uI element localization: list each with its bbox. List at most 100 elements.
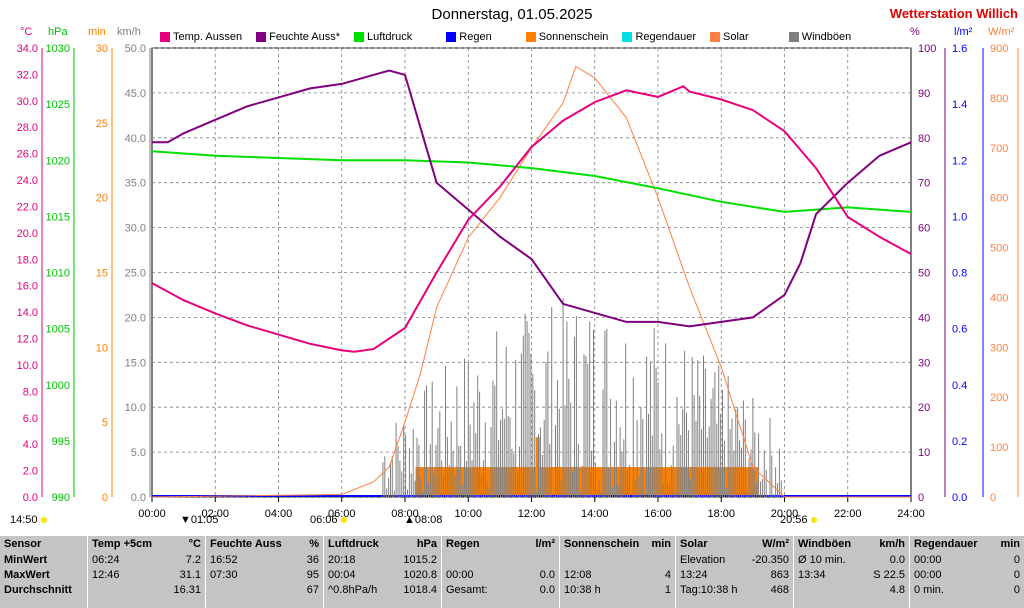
temp-tick: 10.0 bbox=[17, 360, 38, 372]
kmh-tick: 20.0 bbox=[125, 312, 146, 324]
temp-tick: 26.0 bbox=[17, 149, 38, 161]
time-tick-label: 02:00 bbox=[201, 508, 229, 520]
legend-label: Windböen bbox=[801, 31, 852, 43]
solar-tick: 900 bbox=[990, 43, 1008, 55]
temp-tick: 6.0 bbox=[23, 413, 38, 425]
unit-solar: W/m² bbox=[988, 26, 1015, 38]
solar-line bbox=[151, 65, 911, 498]
humidity-tick: 0 bbox=[918, 492, 924, 504]
legend-swatch bbox=[622, 32, 633, 42]
kmh-tick: 15.0 bbox=[125, 357, 146, 369]
min-tick: 0 bbox=[102, 492, 108, 504]
min-tick: 25 bbox=[96, 118, 108, 130]
pressure-line bbox=[151, 150, 912, 213]
legend-swatch bbox=[160, 32, 170, 42]
rain-tick: 1.6 bbox=[952, 43, 967, 55]
solar-tick: 0 bbox=[990, 492, 996, 504]
humidity-tick: 60 bbox=[918, 223, 930, 235]
unit-temp: °C bbox=[20, 26, 33, 38]
chart-title: Donnerstag, 01.05.2025 bbox=[431, 6, 593, 23]
legend-label: Regendauer bbox=[635, 31, 696, 43]
sunrise-time: 06:06 bbox=[310, 514, 347, 526]
legend-swatch bbox=[525, 32, 536, 42]
legend-swatch bbox=[256, 32, 267, 42]
solar-tick: 400 bbox=[990, 292, 1008, 304]
pressure-tick: 1020 bbox=[46, 155, 70, 167]
table-col-labels: Sensor MinWert MaxWert Durchschnitt bbox=[0, 536, 88, 608]
min-tick: 30 bbox=[96, 43, 108, 55]
sun-moon-row: 14:50 ▼01:05 06:06 ▲08:08 20:56 bbox=[0, 514, 1024, 530]
time-tick-label: 10:00 bbox=[454, 508, 482, 520]
rain-tick: 0.8 bbox=[952, 268, 967, 280]
time-tick-label: 24:00 bbox=[897, 508, 925, 520]
legend-label: Regen bbox=[459, 31, 492, 43]
unit-humidity: % bbox=[910, 26, 920, 38]
humidity-tick: 10 bbox=[918, 447, 930, 459]
min-tick: 20 bbox=[96, 193, 108, 205]
sun-icon bbox=[40, 517, 47, 524]
pressure-tick: 1015 bbox=[46, 211, 70, 223]
pressure-tick: 1000 bbox=[46, 380, 70, 392]
kmh-tick: 0.0 bbox=[131, 492, 146, 504]
rain-tick: 1.2 bbox=[952, 155, 967, 167]
unit-pressure: hPa bbox=[48, 26, 68, 38]
temp-tick: 24.0 bbox=[17, 175, 38, 187]
temp-tick: 22.0 bbox=[17, 201, 38, 213]
legend-swatch bbox=[788, 32, 799, 42]
time-tick-label: 06:00 bbox=[328, 508, 356, 520]
temp-tick: 28.0 bbox=[17, 122, 38, 134]
rain-tick: 0.6 bbox=[952, 324, 967, 336]
humidity-tick: 50 bbox=[918, 268, 930, 280]
summary-table: Sensor MinWert MaxWert Durchschnitt Temp… bbox=[0, 536, 1024, 608]
legend-item-humidity: Feuchte Auss* bbox=[256, 31, 340, 43]
solar-tick: 800 bbox=[990, 93, 1008, 105]
moon-time-1: ▼01:05 bbox=[180, 514, 219, 526]
gust-spikes bbox=[382, 298, 782, 497]
kmh-tick: 45.0 bbox=[125, 88, 146, 100]
sunset-icon bbox=[810, 517, 817, 524]
table-col-solar: Solar W/m² Elevation -20.350 13:24 863 Tag:… bbox=[676, 536, 794, 608]
temp-tick: 0.0 bbox=[23, 492, 38, 504]
time-tick-label: 00:00 bbox=[138, 508, 166, 520]
rain-tick: 1.4 bbox=[952, 99, 967, 111]
temp-tick: 34.0 bbox=[17, 43, 38, 55]
temperature-line bbox=[151, 85, 912, 353]
sunset-time: 20:56 bbox=[780, 514, 817, 526]
humidity-tick: 20 bbox=[918, 402, 930, 414]
temp-tick: 14.0 bbox=[17, 307, 38, 319]
sun-left-time: 14:50 bbox=[10, 514, 47, 526]
pressure-tick: 1025 bbox=[46, 99, 70, 111]
time-tick-label: 04:00 bbox=[265, 508, 293, 520]
min-tick: 5 bbox=[102, 417, 108, 429]
unit-kmh: km/h bbox=[117, 26, 141, 38]
humidity-tick: 100 bbox=[918, 43, 936, 55]
temp-tick: 16.0 bbox=[17, 281, 38, 293]
legend-swatch bbox=[710, 32, 720, 42]
kmh-tick: 10.0 bbox=[125, 402, 146, 414]
solar-tick: 100 bbox=[990, 442, 1008, 454]
kmh-tick: 5.0 bbox=[131, 447, 146, 459]
unit-rain: l/m² bbox=[954, 26, 973, 38]
legend-label: Feuchte Auss* bbox=[269, 31, 341, 43]
temp-tick: 8.0 bbox=[23, 386, 38, 398]
pressure-tick: 995 bbox=[52, 436, 70, 448]
sunshine-bar bbox=[415, 467, 759, 497]
time-tick-label: 12:00 bbox=[518, 508, 546, 520]
humidity-line bbox=[152, 69, 912, 328]
station-brand: Wetterstation Willich bbox=[889, 6, 1018, 21]
temp-tick: 18.0 bbox=[17, 254, 38, 266]
temp-tick: 2.0 bbox=[23, 466, 38, 478]
solar-tick: 500 bbox=[990, 243, 1008, 255]
temp-tick: 12.0 bbox=[17, 334, 38, 346]
humidity-tick: 80 bbox=[918, 133, 930, 145]
table-col-temp: Temp +5cm °C 06:24 7.2 12:46 31.1 16.31 bbox=[88, 536, 206, 608]
time-tick-label: 20:00 bbox=[771, 508, 799, 520]
humidity-tick: 40 bbox=[918, 312, 930, 324]
humidity-tick: 90 bbox=[918, 88, 930, 100]
solar-tick: 600 bbox=[990, 193, 1008, 205]
kmh-tick: 30.0 bbox=[125, 223, 146, 235]
legend-swatch bbox=[446, 32, 457, 42]
sunshine-peak bbox=[535, 437, 540, 497]
legend-item-raindur: Regendauer bbox=[622, 31, 696, 43]
